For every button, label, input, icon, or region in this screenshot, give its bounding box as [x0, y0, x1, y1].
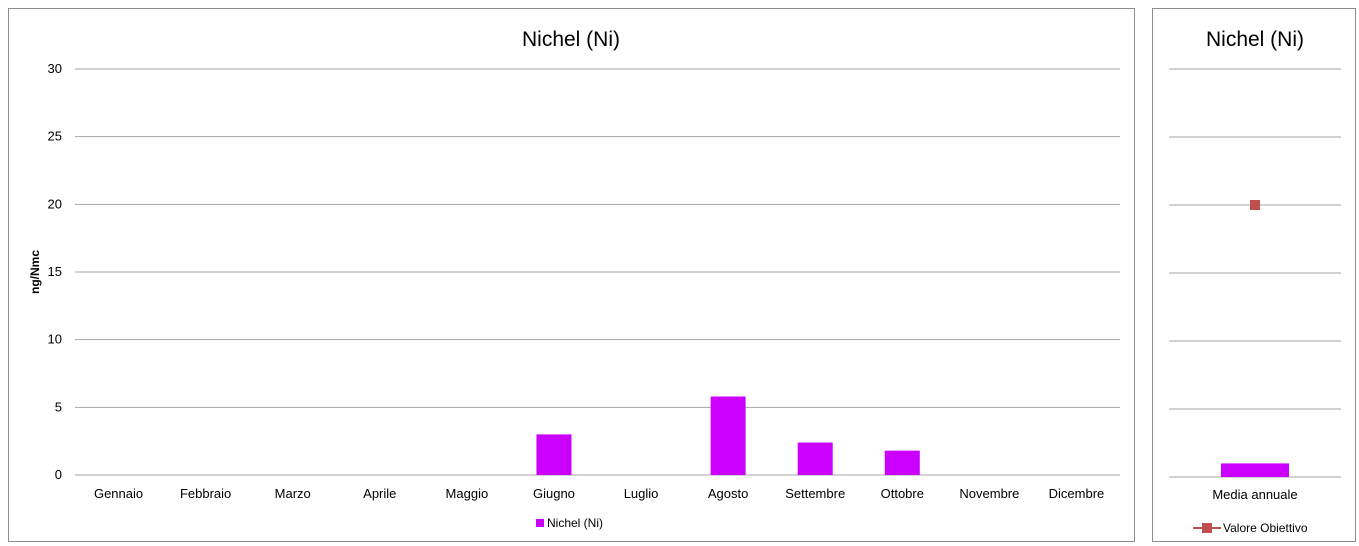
x-tick-label: Aprile — [363, 486, 396, 501]
y-tick-label: 20 — [48, 196, 62, 211]
legend: Valore Obiettivo — [1193, 521, 1308, 535]
x-tick-label: Giugno — [533, 486, 575, 501]
legend-label: Nichel (Ni) — [547, 516, 603, 530]
legend: Nichel (Ni) — [536, 516, 603, 530]
y-tick-label: 0 — [55, 467, 62, 482]
bar — [536, 434, 571, 475]
y-tick-label: 5 — [55, 399, 62, 414]
x-tick-label: Maggio — [446, 486, 489, 501]
x-tick-label: Agosto — [708, 486, 748, 501]
x-tick-label: Settembre — [785, 486, 845, 501]
x-tick-label: Marzo — [275, 486, 311, 501]
x-tick-label: Gennaio — [94, 486, 143, 501]
monthly-chart: Nichel (Ni) ng/Nmc 0 5 10 15 20 25 30 Gennaio Febb… — [9, 9, 1134, 541]
chart-title: Nichel (Ni) — [1206, 28, 1304, 51]
bar — [711, 397, 746, 475]
monthly-chart-panel: Nichel (Ni) ng/Nmc 0 5 10 15 20 25 30 Gennaio Febb… — [8, 8, 1135, 542]
x-tick-label: Dicembre — [1049, 486, 1105, 501]
bar — [885, 451, 920, 475]
bar — [1221, 463, 1289, 477]
bar — [798, 443, 833, 475]
marker-point — [1250, 200, 1260, 210]
legend-marker — [1202, 523, 1212, 533]
x-tick-label: Febbraio — [180, 486, 231, 501]
x-tick-label: Luglio — [624, 486, 659, 501]
x-tick-label: Ottobre — [881, 486, 924, 501]
x-tick-label: Media annuale — [1212, 487, 1297, 502]
y-tick-label: 25 — [48, 129, 62, 144]
y-tick-label: 30 — [48, 61, 62, 76]
annual-chart: Nichel (Ni) Media annuale Valore Obiettivo — [1153, 9, 1355, 541]
legend-swatch — [536, 519, 544, 527]
legend-label: Valore Obiettivo — [1223, 521, 1308, 535]
y-tick-label: 15 — [48, 264, 62, 279]
chart-title: Nichel (Ni) — [522, 28, 620, 51]
y-axis-label: ng/Nmc — [28, 250, 42, 294]
x-tick-label: Novembre — [959, 486, 1019, 501]
y-tick-label: 10 — [48, 332, 62, 347]
annual-chart-panel: Nichel (Ni) Media annuale Valore Obiettivo — [1152, 8, 1356, 542]
